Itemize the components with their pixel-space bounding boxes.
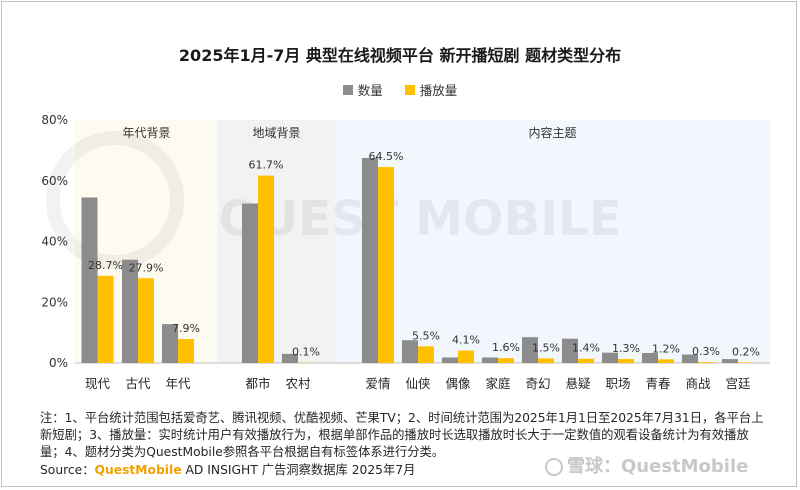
bar-chart: 年代背景 地域背景 内容主题 QUEST MOBILE 0% 20% 40% 60% 80% 28… [41, 113, 770, 391]
x-tick-label-9: 奇幻 [525, 376, 550, 391]
x-tick-label-3: 都市 [245, 376, 270, 391]
data-label-13: 0.3% [692, 345, 720, 358]
legend-item-count: 数量 [342, 80, 383, 99]
source-line: Source：QuestMobile AD INSIGHT 广告洞察数据库 20… [40, 460, 415, 478]
footnote: 注：1、平台统计范围包括爱奇艺、腾讯视频、优酷视频、芒果TV；2、时间统计范围为… [40, 411, 764, 459]
x-tick-label-1: 古代 [125, 376, 151, 391]
legend-item-views: 播放量 [404, 80, 458, 99]
section-label-2: 内容主题 [528, 125, 576, 140]
bar-count-8 [482, 357, 498, 363]
y-tick-label-4: 80% [41, 113, 68, 127]
bar-views-11 [618, 359, 634, 363]
x-tick-label-6: 仙侠 [405, 376, 431, 391]
x-tick-label-7: 偶像 [445, 376, 471, 391]
x-tick-label-0: 现代 [85, 376, 111, 391]
data-label-10: 1.4% [572, 342, 600, 355]
bar-count-4 [282, 353, 298, 363]
bar-views-12 [658, 359, 674, 363]
x-tick-label-10: 悬疑 [565, 376, 591, 391]
xueqiu-logo-icon [545, 458, 563, 476]
data-label-8: 1.6% [492, 341, 520, 354]
bar-views-9 [538, 358, 554, 363]
source-prefix: Source： [40, 463, 95, 477]
y-tick-label-0: 0% [49, 356, 68, 370]
bar-views-7 [458, 350, 474, 363]
legend-label-count: 数量 [357, 83, 383, 98]
bar-views-8 [498, 358, 514, 363]
watermark-text: QUEST MOBILE [219, 191, 622, 247]
x-tick-label-2: 年代 [165, 376, 191, 391]
data-label-1: 27.9% [129, 261, 164, 274]
section-label-0: 年代背景 [122, 126, 170, 140]
bar-count-0 [81, 197, 98, 363]
bar-views-14 [738, 362, 754, 363]
y-tick-label-3: 60% [41, 174, 68, 188]
legend-label-views: 播放量 [419, 83, 458, 98]
bar-count-7 [442, 357, 458, 363]
x-tick-label-8: 家庭 [485, 376, 511, 391]
data-label-2: 7.9% [172, 322, 200, 335]
y-tick-label-2: 40% [41, 235, 68, 249]
x-tick-label-5: 爱情 [365, 376, 390, 391]
x-tick-label-14: 宫廷 [725, 376, 751, 391]
data-label-6: 5.5% [412, 329, 440, 342]
section-label-1: 地域背景 [252, 126, 300, 140]
data-label-12: 1.2% [652, 342, 680, 355]
x-tick-label-4: 农村 [285, 376, 311, 391]
data-label-11: 1.3% [612, 342, 640, 355]
section-band-2 [335, 120, 770, 363]
bar-count-3 [242, 203, 258, 363]
bar-views-5 [378, 167, 394, 363]
bar-count-5 [362, 157, 378, 363]
bar-views-0 [97, 275, 114, 363]
data-label-5: 64.5% [369, 150, 404, 163]
bar-count-14 [722, 359, 738, 363]
bar-views-3 [258, 175, 274, 363]
x-tick-label-11: 职场 [605, 376, 630, 391]
data-label-4: 0.1% [292, 346, 320, 359]
bar-views-1 [138, 278, 154, 363]
legend-swatch-count [342, 84, 353, 95]
chart-legend: 数量 播放量 [0, 80, 800, 99]
x-tick-label-12: 青春 [645, 376, 671, 391]
bar-views-6 [418, 346, 434, 363]
data-label-3: 61.7% [249, 159, 284, 172]
chart-title: 2025年1月-7月 典型在线视频平台 新开播短剧 题材类型分布 [178, 46, 622, 65]
bar-views-13 [698, 362, 714, 363]
bar-count-12 [642, 352, 658, 363]
x-tick-label-13: 商战 [685, 376, 711, 391]
data-label-14: 0.2% [732, 345, 760, 358]
bar-count-6 [402, 340, 418, 363]
y-tick-label-1: 20% [41, 295, 68, 309]
legend-swatch-views [404, 84, 415, 95]
bar-views-2 [178, 339, 194, 363]
source-brand: QuestMobile [94, 463, 182, 477]
bar-count-13 [682, 354, 698, 363]
source-rest: AD INSIGHT 广告洞察数据库 2025年7月 [181, 463, 416, 477]
data-label-0: 28.7% [88, 259, 123, 272]
xueqiu-watermark: 雪球：QuestMobile [545, 452, 748, 478]
bar-views-10 [578, 358, 594, 363]
data-label-7: 4.1% [452, 334, 480, 347]
section-band-1 [218, 120, 335, 363]
bar-count-9 [522, 337, 538, 363]
data-label-9: 1.5% [532, 341, 560, 354]
bar-count-11 [602, 352, 618, 363]
bar-count-2 [162, 324, 178, 363]
bar-count-10 [562, 338, 578, 363]
bar-count-1 [122, 259, 138, 363]
xueqiu-label: 雪球：QuestMobile [567, 456, 749, 477]
watermark-logo-icon [46, 131, 184, 269]
